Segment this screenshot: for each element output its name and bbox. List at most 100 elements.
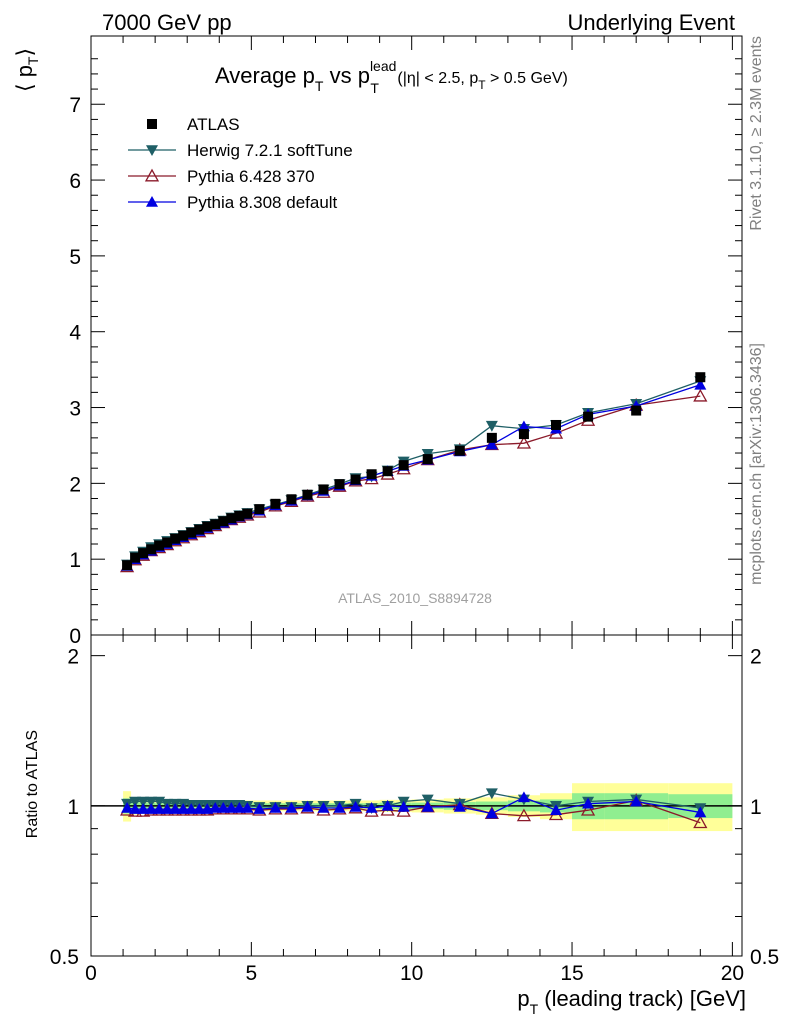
legend-item: Pythia 6.428 370 (128, 167, 315, 186)
main-point (485, 420, 498, 432)
main-point (422, 454, 433, 465)
ratio-series-line (126, 792, 701, 809)
analysis-id: ATLAS_2010_S8894728 (338, 590, 492, 606)
ratio-point (253, 803, 266, 814)
ratio-point (517, 791, 530, 803)
title-main: Average p (215, 63, 315, 88)
main-point (186, 527, 197, 538)
mcplots-label: mcplots.cern.ch [arXiv:1306.3436] (748, 343, 765, 585)
main-point (154, 540, 165, 551)
ratio-point (421, 800, 434, 812)
ratio-point (582, 797, 595, 809)
chart-title: Average pT vs plead T (|η| < 2.5, pT > 0.… (215, 58, 568, 96)
ratio-point (453, 800, 466, 812)
ratio-point (169, 803, 182, 814)
x-axis-label-rest: (leading track) [GeV] (538, 986, 746, 1011)
main-y-tick-label: 1 (69, 549, 81, 572)
main-point (382, 466, 393, 477)
ratio-point (397, 800, 410, 812)
legend-label: Pythia 8.308 default (187, 193, 338, 212)
main-point (270, 498, 281, 509)
ratio-point (209, 802, 222, 813)
title-mid: vs p (323, 63, 369, 88)
ratio-y-tick-label-right: 1 (750, 796, 762, 819)
title-cond-post: > 0.5 GeV) (486, 70, 568, 87)
y-axis-label-main-close: ⟩ (12, 48, 37, 57)
main-point (218, 516, 229, 527)
ratio-point (694, 806, 707, 818)
ratio-point (153, 803, 166, 814)
title-cond-sub: T (478, 78, 486, 92)
header-right: Underlying Event (567, 10, 735, 35)
title-cond-pre: (|η| < 2.5, p (393, 70, 478, 87)
ratio-y-tick-label: 0.5 (50, 946, 79, 969)
ratio-point (121, 802, 134, 813)
title-sub: T (315, 78, 324, 94)
x-tick-label: 5 (246, 962, 258, 985)
ratio-point (580, 802, 596, 816)
main-point (486, 432, 497, 443)
main-point (454, 445, 465, 456)
ratio-point (630, 795, 643, 807)
ratio-y-tick-label-right: 0.5 (750, 946, 779, 969)
ratio-point (225, 802, 238, 813)
legend-label: Herwig 7.2.1 softTune (187, 141, 353, 160)
main-point (517, 420, 530, 432)
ratio-y-tick-label: 1 (67, 796, 79, 819)
ratio-panel: 0.5 0.5 1 1 2 2 (50, 634, 779, 969)
ratio-point (145, 796, 158, 808)
rivet-label: Rivet 3.1.10, ≥ 2.3M events (748, 36, 765, 231)
main-point (693, 388, 708, 402)
ratio-point (421, 794, 434, 806)
ratio-series-layer (119, 788, 708, 829)
ratio-series-pythia-8-308-default (121, 791, 707, 819)
ratio-point (129, 803, 142, 814)
ratio-y-tick-label: 2 (67, 646, 79, 669)
ratio-point (365, 802, 378, 813)
main-point (583, 411, 594, 422)
x-tick-label: 10 (400, 962, 423, 985)
ratio-point (550, 804, 562, 816)
legend-marker (146, 145, 158, 156)
x-tick-label: 0 (85, 962, 97, 985)
main-point (366, 469, 377, 480)
legend-marker (146, 196, 158, 207)
ratio-point (317, 802, 330, 813)
ratio-point (301, 800, 314, 812)
main-point (302, 489, 313, 500)
ratio-point (285, 802, 298, 813)
main-point (234, 510, 245, 521)
main-point (551, 419, 561, 430)
main-point (286, 494, 297, 505)
main-y-tick-label: 0 (69, 625, 81, 648)
main-point (122, 560, 133, 571)
main-series-herwig-7-2-1-softtune (121, 376, 707, 571)
ratio-frame (90, 634, 743, 957)
ratio-y-tick-labels: 0.5 0.5 1 1 2 2 (50, 646, 779, 969)
ratio-point (137, 796, 150, 808)
main-point (485, 438, 498, 450)
ratio-point (349, 800, 362, 812)
ratio-point (333, 802, 346, 813)
main-point (398, 460, 409, 471)
y-axis-label-ratio: Ratio to ATLAS (24, 730, 41, 838)
x-axis-label: pT (leading track) [GeV] (517, 986, 746, 1017)
ratio-point (241, 802, 254, 813)
ratio-point (269, 802, 282, 813)
ratio-point (145, 803, 158, 814)
main-series-layer (119, 372, 708, 573)
ratio-point (161, 803, 174, 814)
main-point (334, 479, 345, 490)
ratio-point (485, 807, 498, 819)
ratio-point (217, 802, 230, 813)
main-point (178, 530, 189, 541)
legend-label: ATLAS (187, 115, 240, 134)
main-axis-ticks (90, 36, 742, 636)
main-panel: 0 1 2 3 4 5 6 7 (69, 35, 743, 648)
x-tick-label: 20 (721, 962, 744, 985)
main-point (138, 548, 149, 559)
ratio-point (693, 815, 708, 829)
main-point (170, 533, 181, 544)
ratio-point (193, 803, 206, 814)
main-point (130, 552, 141, 563)
